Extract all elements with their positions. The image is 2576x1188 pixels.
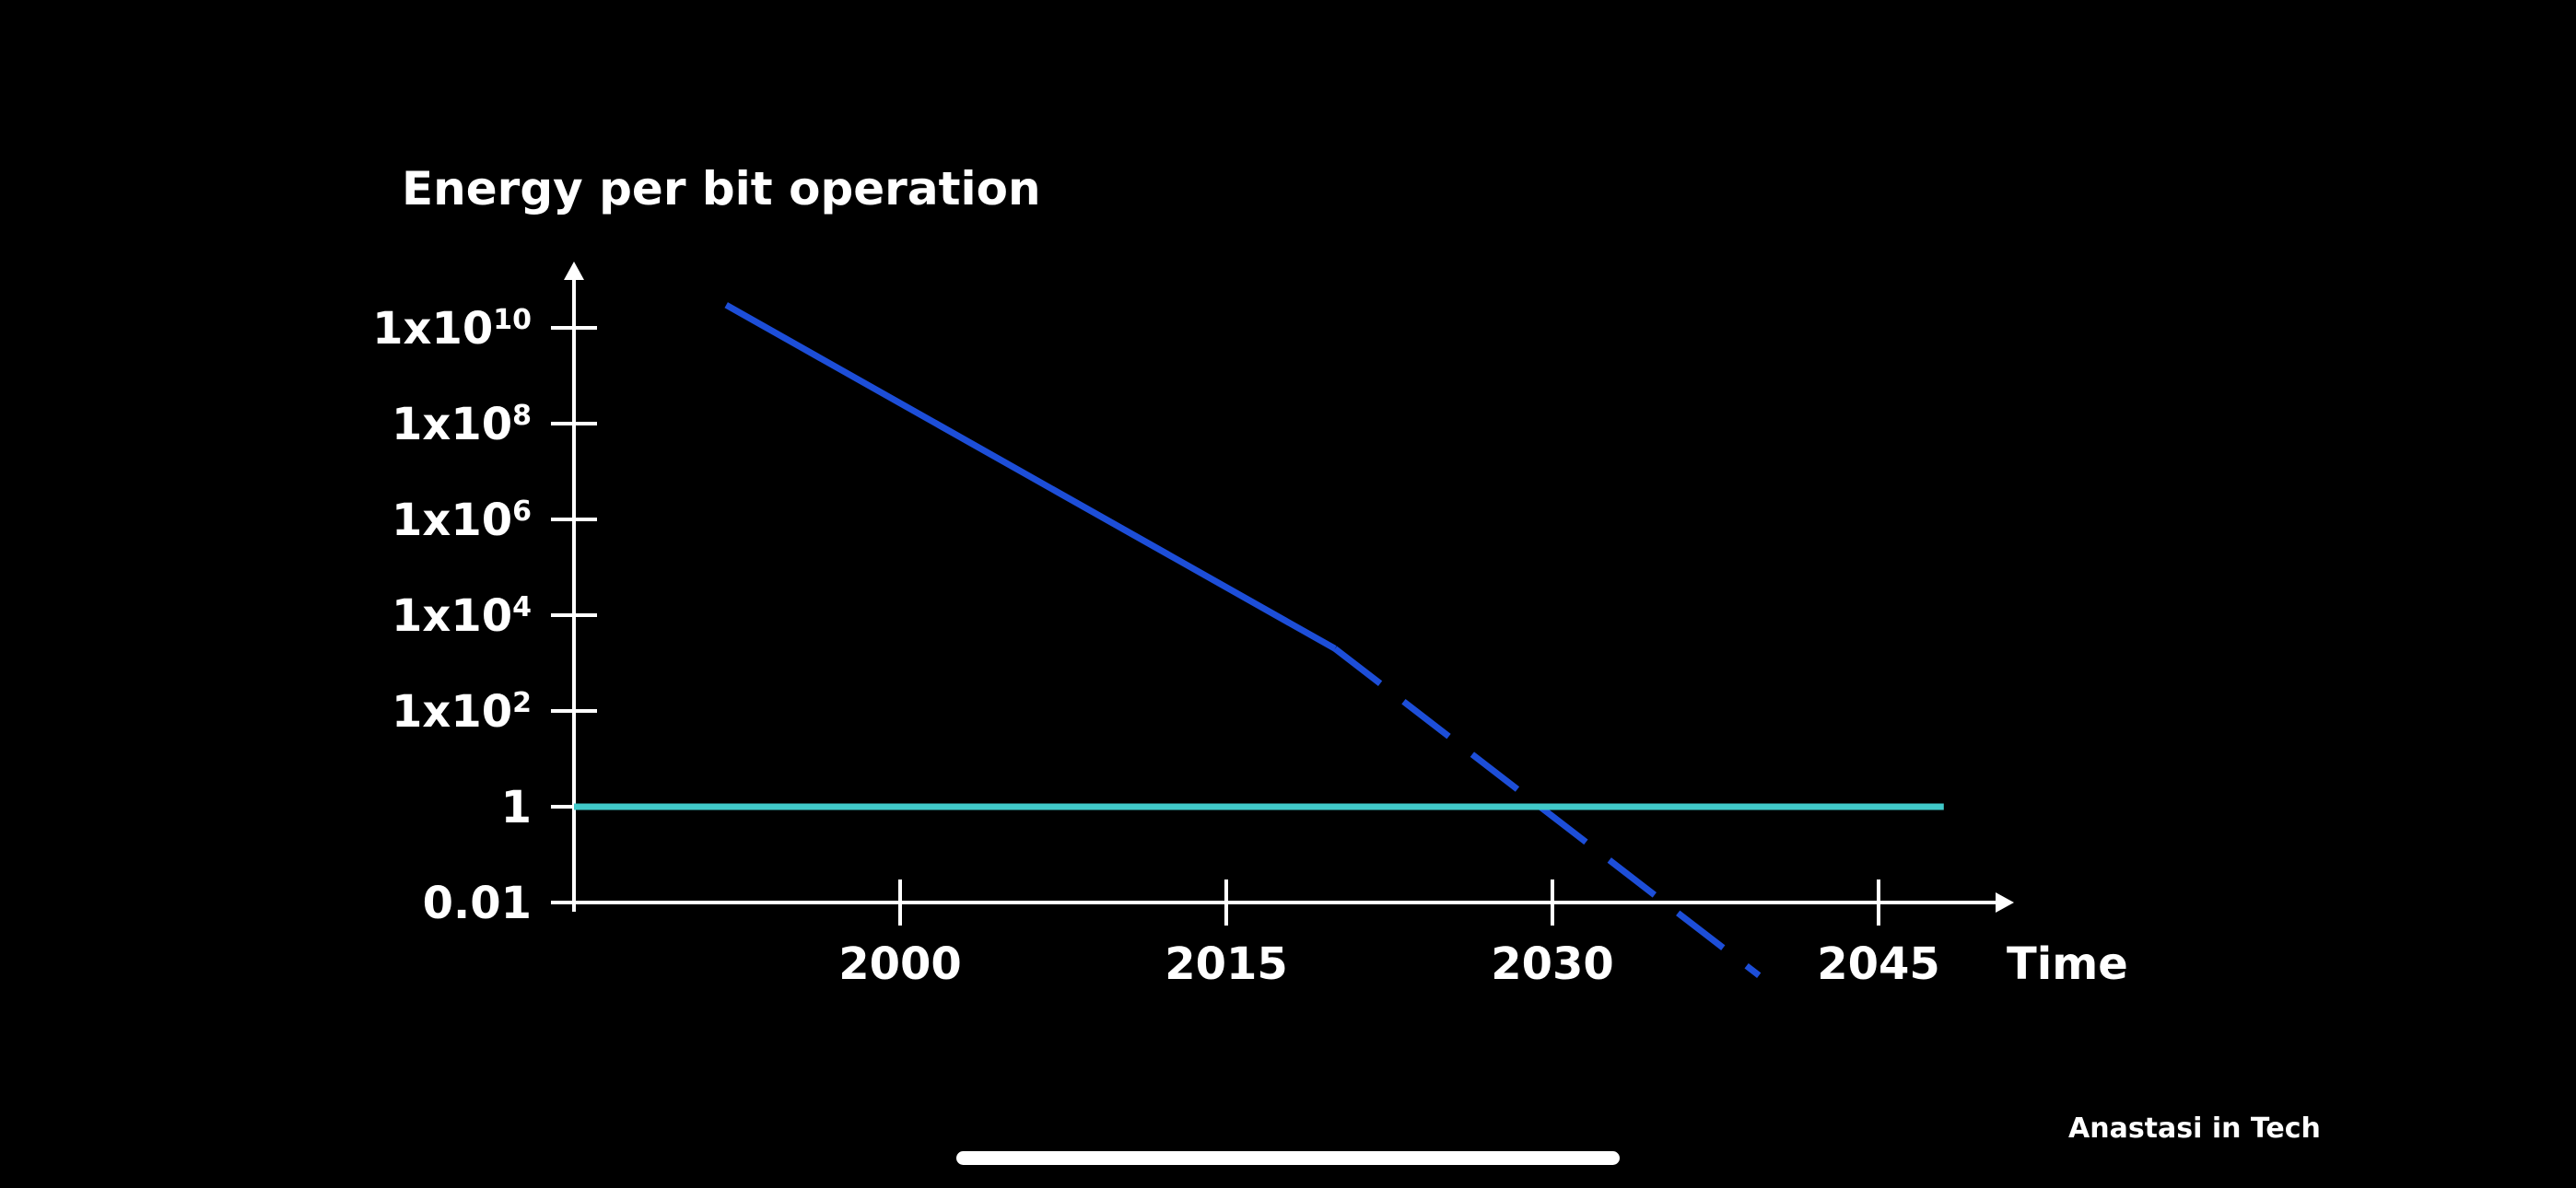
y-tick-base: 0.01 <box>423 878 532 929</box>
y-tick-label: 1x102 <box>392 686 532 738</box>
y-tick-exponent: 6 <box>512 495 532 528</box>
y-tick-label: 0.01 <box>423 878 532 929</box>
y-tick-label: 1x104 <box>392 590 532 642</box>
y-tick-base: 1x10 <box>392 686 512 738</box>
x-axis-title: Time <box>2007 938 2128 990</box>
y-tick-exponent: 8 <box>512 400 532 432</box>
y-tick-base: 1x10 <box>392 399 512 450</box>
watermark: Anastasi in Tech <box>2068 1112 2321 1145</box>
x-tick-label: 2000 <box>838 938 962 990</box>
y-tick-exponent: 4 <box>512 591 532 623</box>
y-tick-label: 1x1010 <box>372 303 532 355</box>
x-axis-arrow <box>1996 892 2014 913</box>
series-line-1 <box>724 302 1337 652</box>
series-line-2-projection <box>1332 646 1762 978</box>
y-tick-base: 1 <box>501 782 532 833</box>
y-tick-base: 1x10 <box>372 303 493 355</box>
y-tick-label: 1x108 <box>392 399 532 450</box>
y-tick-base: 1x10 <box>392 590 512 642</box>
x-tick-label: 2015 <box>1165 938 1288 990</box>
y-tick-label: 1 <box>501 782 532 833</box>
y-tick-exponent: 2 <box>512 687 532 719</box>
home-indicator[interactable] <box>956 1151 1620 1165</box>
y-tick-base: 1x10 <box>392 495 512 546</box>
x-tick-label: 2030 <box>1491 938 1614 990</box>
y-axis-title: Energy per bit operation <box>402 162 1041 215</box>
y-tick-exponent: 10 <box>493 304 532 336</box>
y-tick-label: 1x106 <box>392 495 532 546</box>
x-tick-label: 2045 <box>1817 938 1940 990</box>
y-axis-arrow <box>564 262 584 280</box>
